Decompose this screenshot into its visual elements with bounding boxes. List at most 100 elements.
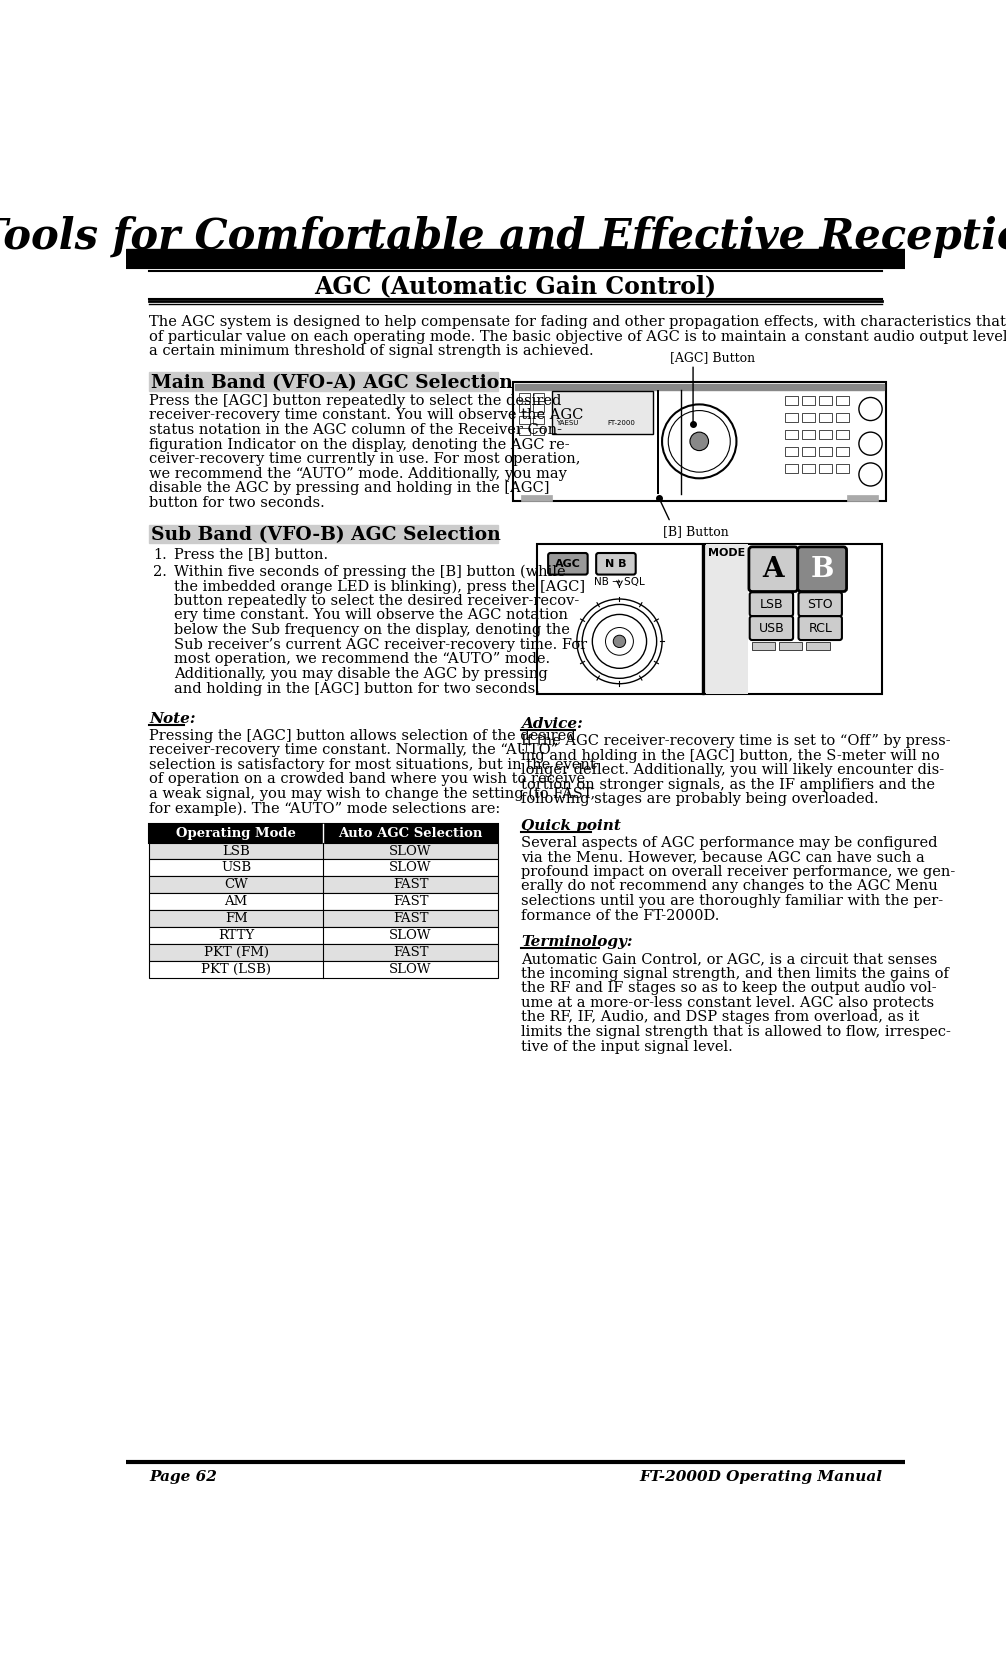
Text: PKT (FM): PKT (FM) xyxy=(203,947,269,959)
Text: FAST: FAST xyxy=(392,895,429,908)
Circle shape xyxy=(614,635,626,647)
Text: limits the signal strength that is allowed to flow, irrespec-: limits the signal strength that is allow… xyxy=(521,1026,951,1039)
FancyBboxPatch shape xyxy=(748,546,798,592)
Text: Main Band (VFO-A) AGC Selection: Main Band (VFO-A) AGC Selection xyxy=(151,374,512,392)
Bar xyxy=(836,464,849,473)
Bar xyxy=(149,877,498,893)
Bar xyxy=(149,860,498,877)
Text: button repeatedly to select the desired receiver-recov-: button repeatedly to select the desired … xyxy=(174,593,579,608)
Text: Terminology:: Terminology: xyxy=(521,935,633,949)
Text: FAST: FAST xyxy=(392,947,429,959)
Bar xyxy=(836,447,849,456)
Text: tive of the input signal level.: tive of the input signal level. xyxy=(521,1039,732,1054)
Bar xyxy=(705,543,748,694)
FancyBboxPatch shape xyxy=(749,617,793,640)
Text: a certain minimum threshold of signal strength is achieved.: a certain minimum threshold of signal st… xyxy=(149,344,594,359)
Text: STO: STO xyxy=(808,598,833,610)
Bar xyxy=(515,384,884,391)
Text: disable the AGC by pressing and holding in the [AGC]: disable the AGC by pressing and holding … xyxy=(149,481,549,496)
Text: PKT (LSB): PKT (LSB) xyxy=(201,964,272,975)
Circle shape xyxy=(690,432,708,451)
Bar xyxy=(149,525,498,543)
Bar xyxy=(803,464,815,473)
Text: FT-2000D Operating Manual: FT-2000D Operating Manual xyxy=(639,1470,882,1483)
Text: The AGC system is designed to help compensate for fading and other propagation e: The AGC system is designed to help compe… xyxy=(149,315,1006,328)
Text: we recommend the “AUTO” mode. Additionally, you may: we recommend the “AUTO” mode. Additional… xyxy=(149,468,566,481)
Bar xyxy=(803,447,815,456)
Text: ume at a more-or-less constant level. AGC also protects: ume at a more-or-less constant level. AG… xyxy=(521,996,935,1009)
Bar xyxy=(536,543,882,694)
Text: the RF, IF, Audio, and DSP stages from overload, as it: the RF, IF, Audio, and DSP stages from o… xyxy=(521,1011,919,1024)
Text: tortion on stronger signals, as the IF amplifiers and the: tortion on stronger signals, as the IF a… xyxy=(521,778,935,791)
Bar xyxy=(149,893,498,910)
Text: Press the [B] button.: Press the [B] button. xyxy=(174,548,328,561)
Bar xyxy=(786,429,798,439)
Bar xyxy=(126,248,905,265)
Text: FT-2000: FT-2000 xyxy=(608,421,636,426)
Text: FM: FM xyxy=(224,912,247,925)
Text: SLOW: SLOW xyxy=(389,861,432,875)
Bar xyxy=(533,404,544,412)
Text: Sub Band (VFO-B) AGC Selection: Sub Band (VFO-B) AGC Selection xyxy=(151,526,500,545)
Text: receiver-recovery time constant. You will observe the AGC: receiver-recovery time constant. You wil… xyxy=(149,409,583,422)
Text: Operating Mode: Operating Mode xyxy=(176,826,296,840)
Text: for example). The “AUTO” mode selections are:: for example). The “AUTO” mode selections… xyxy=(149,801,500,816)
Text: Note:: Note: xyxy=(149,712,195,726)
Text: Quick point: Quick point xyxy=(521,818,621,833)
Text: AGC: AGC xyxy=(554,558,580,568)
Bar xyxy=(819,396,832,406)
Bar xyxy=(819,447,832,456)
Text: the imbedded orange LED is blinking), press the [AGC]: the imbedded orange LED is blinking), pr… xyxy=(174,580,584,593)
Bar xyxy=(702,543,704,694)
Bar xyxy=(149,910,498,927)
Bar xyxy=(657,391,659,494)
Bar xyxy=(786,412,798,422)
FancyBboxPatch shape xyxy=(548,553,588,575)
Text: RTTY: RTTY xyxy=(218,929,255,942)
Bar xyxy=(819,412,832,422)
Text: button for two seconds.: button for two seconds. xyxy=(149,496,325,510)
Text: ery time constant. You will observe the AGC notation: ery time constant. You will observe the … xyxy=(174,608,567,622)
Text: ing and holding in the [AGC] button, the S-meter will no: ing and holding in the [AGC] button, the… xyxy=(521,749,940,763)
Text: Sub receiver’s current AGC receiver-recovery time. For: Sub receiver’s current AGC receiver-reco… xyxy=(174,637,586,652)
Bar xyxy=(149,944,498,960)
Bar xyxy=(819,464,832,473)
Text: B: B xyxy=(811,556,834,583)
Text: SLOW: SLOW xyxy=(389,845,432,858)
Text: [AGC] Button: [AGC] Button xyxy=(670,352,754,364)
Text: If the AGC receiver-recovery time is set to “Off” by press-: If the AGC receiver-recovery time is set… xyxy=(521,734,951,747)
Bar xyxy=(819,429,832,439)
Bar xyxy=(836,396,849,406)
Text: longer deflect. Additionally, you will likely encounter dis-: longer deflect. Additionally, you will l… xyxy=(521,763,944,778)
Bar xyxy=(533,392,544,401)
Text: NB → SQL: NB → SQL xyxy=(595,577,645,587)
Text: profound impact on overall receiver performance, we gen-: profound impact on overall receiver perf… xyxy=(521,865,956,878)
Text: following stages are probably being overloaded.: following stages are probably being over… xyxy=(521,793,878,806)
Text: FAST: FAST xyxy=(392,878,429,892)
Text: ceiver-recovery time currently in use. For most operation,: ceiver-recovery time currently in use. F… xyxy=(149,453,580,466)
Text: AM: AM xyxy=(224,895,247,908)
Bar xyxy=(836,429,849,439)
Text: Tools for Comfortable and Effective Reception: Tools for Comfortable and Effective Rece… xyxy=(0,216,1006,258)
Text: via the Menu. However, because AGC can have such a: via the Menu. However, because AGC can h… xyxy=(521,850,925,865)
Text: Auto AGC Selection: Auto AGC Selection xyxy=(338,826,483,840)
Bar xyxy=(786,396,798,406)
Text: LSB: LSB xyxy=(760,598,784,610)
Text: status notation in the AGC column of the Receiver Con-: status notation in the AGC column of the… xyxy=(149,422,562,437)
Text: AGC (Automatic Gain Control): AGC (Automatic Gain Control) xyxy=(315,273,716,298)
Text: most operation, we recommend the “AUTO” mode.: most operation, we recommend the “AUTO” … xyxy=(174,652,550,667)
Text: USB: USB xyxy=(759,622,785,635)
Text: SLOW: SLOW xyxy=(389,964,432,975)
Text: selection is satisfactory for most situations, but in the event: selection is satisfactory for most situa… xyxy=(149,758,596,773)
Text: the RF and IF stages so as to keep the output audio vol-: the RF and IF stages so as to keep the o… xyxy=(521,980,937,996)
FancyBboxPatch shape xyxy=(749,592,793,617)
Bar xyxy=(803,396,815,406)
Bar xyxy=(752,642,776,650)
Text: below the Sub frequency on the display, denoting the: below the Sub frequency on the display, … xyxy=(174,623,569,637)
Bar xyxy=(779,642,803,650)
Bar xyxy=(149,960,498,979)
Text: Advice:: Advice: xyxy=(521,717,582,731)
Text: N B: N B xyxy=(605,558,627,568)
Text: and holding in the [AGC] button for two seconds.: and holding in the [AGC] button for two … xyxy=(174,682,539,696)
FancyBboxPatch shape xyxy=(597,553,636,575)
